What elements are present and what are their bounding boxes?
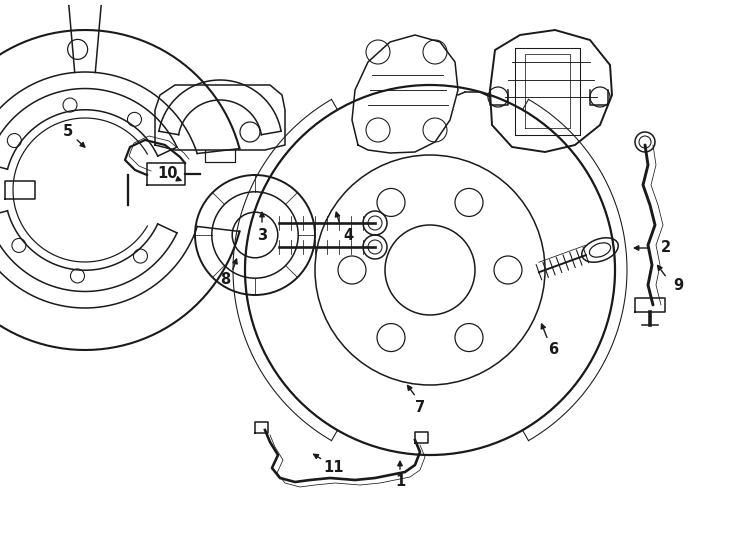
Text: 9: 9 [673, 279, 683, 294]
Text: 3: 3 [257, 227, 267, 242]
Text: 4: 4 [343, 227, 353, 242]
Text: 6: 6 [548, 342, 558, 357]
Text: 5: 5 [63, 125, 73, 139]
Text: 10: 10 [158, 166, 178, 181]
Text: 2: 2 [661, 240, 671, 255]
Text: 11: 11 [324, 461, 344, 476]
Text: 1: 1 [395, 475, 405, 489]
Text: 8: 8 [220, 273, 230, 287]
Text: 7: 7 [415, 401, 425, 415]
